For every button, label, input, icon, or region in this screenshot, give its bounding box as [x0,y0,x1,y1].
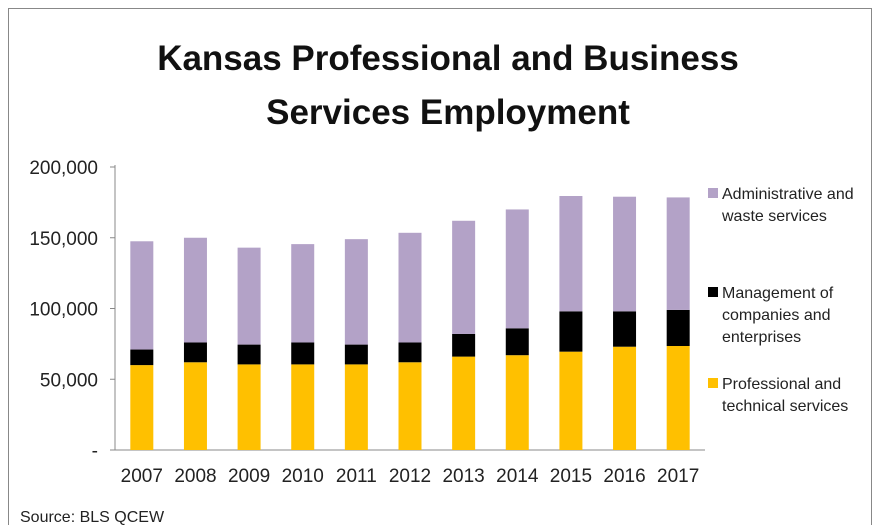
bar-segment [291,364,315,450]
bar-segment [344,364,368,450]
x-tick-label: 2012 [389,466,431,487]
bar-segment [559,351,583,450]
chart-title-line: Kansas Professional and Business [157,39,739,78]
bar-segment [398,232,422,343]
bar-segment [613,311,637,347]
x-tick-label: 2011 [336,466,377,487]
x-tick-label: 2008 [174,466,216,487]
y-tick-label: 150,000 [29,229,98,250]
bar-segment [452,356,476,450]
legend-label: Administrative and [722,186,854,203]
y-tick-label: 50,000 [40,370,98,391]
bar-segment [398,342,422,363]
legend-label: Professional and [722,376,841,393]
x-tick-label: 2016 [603,466,645,487]
legend-label: enterprises [722,329,801,346]
bar-segment [613,196,637,312]
x-tick-label: 2013 [442,466,484,487]
bar-segment [505,209,529,329]
x-tick-label: 2015 [550,466,592,487]
x-tick-label: 2014 [496,466,539,487]
chart-title-line: Services Employment [266,93,630,132]
bar-segment [183,237,207,343]
bar-segment [666,197,690,310]
bar-segment [505,328,529,356]
bar-segment [559,196,583,312]
legend-swatch [708,378,718,388]
bar-segment [613,346,637,450]
legend-label: technical services [722,398,848,415]
axes: - 50,000 100,000 150,000 200,000 [29,158,705,462]
legend-swatch [708,287,718,297]
legend-label: companies and [722,307,831,324]
bars: 2007 2008 2009 2010 2011 2012 2013 2014 2015 2016… [121,196,699,487]
legend-label: waste services [721,208,827,225]
bar-segment [666,309,690,346]
bar-segment [183,362,207,450]
bar-segment [130,349,154,366]
bar-segment [130,365,154,450]
legend-label: Management of [722,285,834,302]
y-tick-label: - [92,441,98,462]
bar-segment [666,345,690,450]
bar-segment [344,239,368,345]
bar-segment [183,342,207,363]
x-tick-label: 2010 [282,466,324,487]
bar-segment [452,220,476,334]
bar-segment [291,244,315,343]
bar-segment [559,311,583,352]
bar-segment [344,344,368,365]
legend: Administrative and waste services Manageme… [708,186,854,415]
legend-swatch [708,188,718,198]
bar-segment [452,333,476,357]
bar-segment [398,362,422,450]
bar-segment [291,342,315,365]
x-tick-label: 2009 [228,466,270,487]
bar-segment [237,247,261,345]
bar-segment [237,344,261,365]
bar-segment [237,364,261,450]
x-tick-label: 2017 [657,466,699,487]
x-tick-label: 2007 [121,466,163,487]
chart-title: Kansas Professional and Business Services… [157,39,739,132]
bar-segment [505,355,529,450]
y-tick-label: 200,000 [29,158,98,179]
bar-segment [130,241,154,350]
source-note: Source: BLS QCEW [20,509,165,525]
y-tick-label: 100,000 [29,300,98,321]
